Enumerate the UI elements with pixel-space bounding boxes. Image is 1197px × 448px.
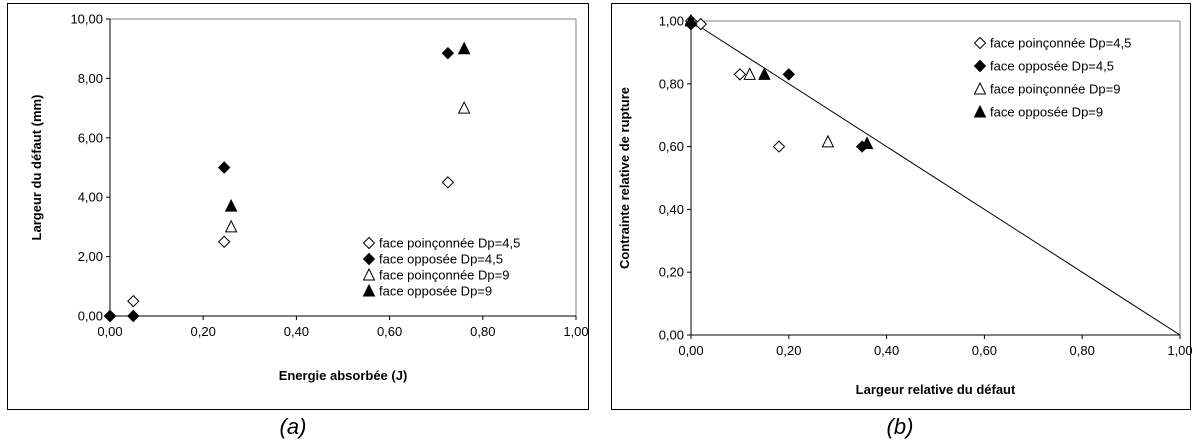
legend-marker-3 <box>973 81 987 95</box>
x-tick-label: 0,20 <box>191 324 216 339</box>
data-point-series-2 <box>782 68 796 81</box>
data-point-series-4 <box>457 41 471 55</box>
y-tick-label: 0,80 <box>659 76 684 91</box>
legend-marker-1 <box>362 236 376 250</box>
data-point-series-4 <box>758 67 771 80</box>
y-axis-title: Contrainte relative de rupture <box>617 87 632 269</box>
data-point-series-1 <box>772 140 786 153</box>
y-tick-label: 8,00 <box>78 71 103 86</box>
y-tick-label: 0,40 <box>659 202 684 217</box>
x-tick-label: 0,20 <box>776 343 801 358</box>
legend-label-2: face opposée Dp=4,5 <box>990 59 1114 74</box>
data-point-series-4 <box>860 136 874 149</box>
chart-panel-b: 0,00 0,20 0,40 0,60 0,80 1,00 0,00 0,20 0,40 0,60… <box>611 3 1193 410</box>
legend-label-1: face poinçonnée Dp=4,5 <box>990 36 1131 51</box>
data-point-series-2 <box>441 46 455 60</box>
x-tick-label: 1,00 <box>563 324 588 339</box>
x-tick-label: 0,40 <box>874 343 899 358</box>
legend-label-3: face poinçonnée Dp=9 <box>990 82 1120 97</box>
data-point-series-1 <box>127 294 140 308</box>
x-tick-label: 0,80 <box>1070 343 1095 358</box>
y-tick-label: 0,00 <box>659 328 684 343</box>
legend-label-4: face opposée Dp=9 <box>379 284 492 299</box>
legend-marker-3 <box>362 267 376 281</box>
legend-label-2: face opposée Dp=4,5 <box>379 252 503 267</box>
data-point-series-4 <box>684 13 698 27</box>
data-point-series-2 <box>217 161 231 174</box>
y-tick-label: 1,00 <box>659 14 684 29</box>
legend-marker-1 <box>973 36 987 50</box>
data-point-series-1 <box>441 176 455 189</box>
caption-b: (b) <box>886 414 914 439</box>
data-point-series-2 <box>103 309 117 323</box>
y-tick-label: 0,60 <box>659 139 684 154</box>
x-axis-title: Energie absorbée (J) <box>279 368 408 383</box>
x-tick-label: 0,60 <box>972 343 997 358</box>
x-tick-label: 1,00 <box>1167 343 1192 358</box>
y-axis-title: Largeur du défaut (mm) <box>29 95 44 241</box>
x-tick-label: 0,00 <box>678 343 703 358</box>
chart-panel-a: 0,00 0,20 0,40 0,60 0,80 1,00 0,00 2,00 4,00 6,00… <box>7 3 589 410</box>
reference-line <box>690 20 1181 336</box>
x-axis-title: Largeur relative du défaut <box>856 382 1016 397</box>
data-point-series-3 <box>821 134 835 148</box>
legend-label-3: face poinçonnée Dp=9 <box>379 268 509 283</box>
data-point-series-4 <box>224 198 238 212</box>
chart-a-svg: 0,00 0,20 0,40 0,60 0,80 1,00 0,00 2,00 4,00 6,00… <box>29 12 589 384</box>
y-tick-label: 6,00 <box>78 130 103 145</box>
legend-label-1: face poinçonnée Dp=4,5 <box>379 236 520 251</box>
x-tick-label: 0,80 <box>470 324 495 339</box>
x-tick-label: 0,40 <box>284 324 309 339</box>
data-point-series-1 <box>694 17 707 31</box>
data-point-series-3 <box>224 219 238 233</box>
data-point-series-3 <box>457 100 471 114</box>
y-tick-label: 4,00 <box>78 190 103 205</box>
legend-marker-2 <box>973 59 987 73</box>
data-point-series-1 <box>217 235 231 248</box>
chart-b-svg: 0,00 0,20 0,40 0,60 0,80 1,00 0,00 0,20 0,40 0,60… <box>617 13 1193 398</box>
y-tick-label: 2,00 <box>78 249 103 264</box>
legend-label-4: face opposée Dp=9 <box>990 105 1103 120</box>
legend-marker-4 <box>973 104 987 118</box>
data-point-series-3 <box>743 67 756 80</box>
x-tick-label: 0,60 <box>377 324 402 339</box>
data-point-series-2 <box>127 309 140 323</box>
y-tick-label: 0,20 <box>659 265 684 280</box>
x-tick-label: 0,00 <box>97 324 122 339</box>
caption-a: (a) <box>279 414 307 439</box>
data-point-series-1 <box>733 68 747 81</box>
legend-marker-2 <box>362 252 376 266</box>
y-tick-label: 0,00 <box>78 309 103 324</box>
legend-marker-4 <box>362 283 376 297</box>
y-tick-label: 10,00 <box>70 12 103 27</box>
